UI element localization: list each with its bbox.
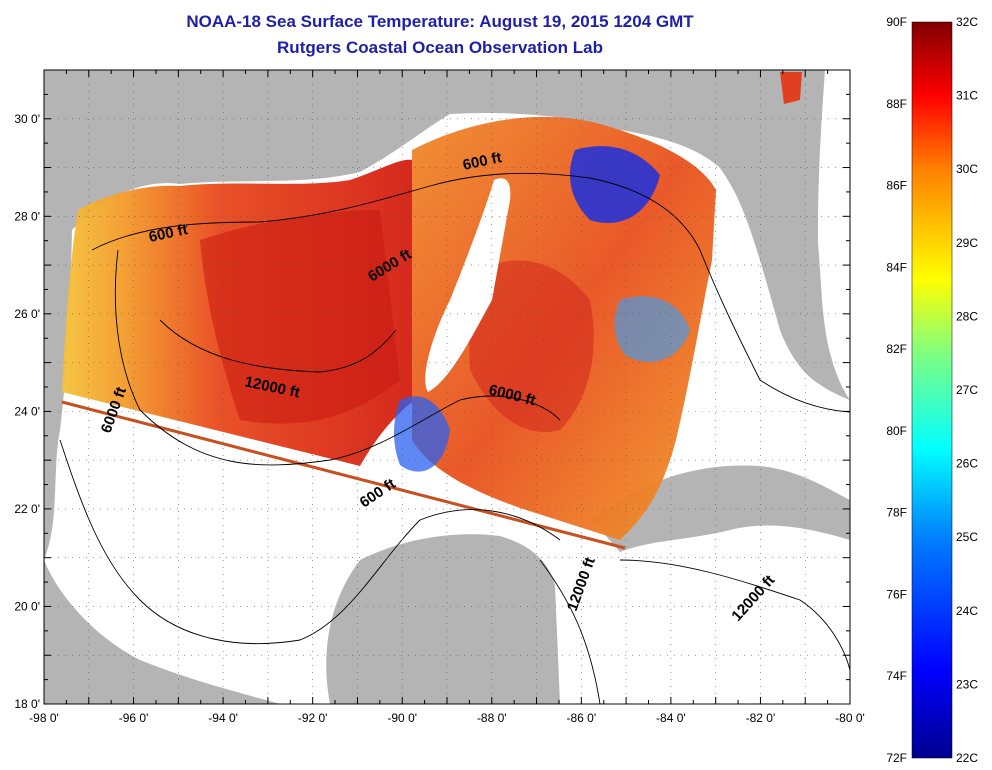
bathymetry-contours bbox=[59, 172, 850, 704]
atlantic-water bbox=[817, 70, 850, 400]
lat-tick-label: 28 0' bbox=[14, 209, 40, 223]
lat-tick-label: 18 0' bbox=[14, 697, 40, 711]
lon-tick-label: -92 0' bbox=[298, 711, 328, 725]
swath-edge-stripe bbox=[61, 400, 626, 550]
colorbar-fahrenheit-label: 88F bbox=[886, 97, 907, 111]
contour-yucatan-shelf bbox=[539, 559, 601, 704]
colorbar-fahrenheit-label: 78F bbox=[886, 506, 907, 520]
map-plot-area: 600 ft 600 ft 6000 ft 12000 ft 6000 ft 6… bbox=[44, 70, 850, 704]
colorbar-fahrenheit-label: 80F bbox=[886, 424, 907, 438]
colorbar-celsius-label: 25C bbox=[956, 530, 978, 544]
colorbar-fahrenheit-label: 82F bbox=[886, 342, 907, 356]
colorbar bbox=[911, 21, 953, 759]
sst-cool-patch-coast bbox=[614, 296, 690, 362]
sst-warm-core bbox=[200, 210, 400, 424]
colorbar-fahrenheit-label: 72F bbox=[886, 751, 907, 765]
sst-warm-core-east bbox=[469, 260, 594, 432]
colorbar-fahrenheit-label: 76F bbox=[886, 587, 907, 601]
colorbar-celsius-label: 31C bbox=[956, 89, 978, 103]
lon-tick-label: -88 0' bbox=[477, 711, 507, 725]
lon-tick-label: -94 0' bbox=[208, 711, 238, 725]
colorbar-celsius-label: 24C bbox=[956, 604, 978, 618]
colorbar-celsius-label: 26C bbox=[956, 457, 978, 471]
contour-12000ft bbox=[159, 319, 397, 373]
contour-600ft bbox=[91, 172, 701, 251]
lat-tick-label: 30 0' bbox=[14, 112, 40, 126]
lon-tick-label: -84 0' bbox=[656, 711, 686, 725]
lon-tick-label: -86 0' bbox=[567, 711, 597, 725]
lon-tick-label: -96 0' bbox=[119, 711, 149, 725]
cloud-gap bbox=[425, 178, 511, 392]
contour-cuba-shelf bbox=[619, 559, 850, 671]
map-title: NOAA-18 Sea Surface Temperature: August … bbox=[186, 12, 694, 31]
yucatan-land bbox=[326, 534, 560, 704]
map-axes: -98 0' -96 0' -94 0' -92 0' -90 0' -88 0' -86 … bbox=[14, 69, 865, 725]
lat-tick-label: 22 0' bbox=[14, 502, 40, 516]
lon-tick-label: -82 0' bbox=[746, 711, 776, 725]
colorbar-celsius-label: 28C bbox=[956, 309, 978, 323]
colorbar-celsius-label: 23C bbox=[956, 677, 978, 691]
colorbar-fahrenheit-label: 84F bbox=[886, 260, 907, 274]
colorbar-celsius-label: 27C bbox=[956, 383, 978, 397]
map-grid bbox=[44, 70, 850, 704]
mexico-land bbox=[44, 560, 280, 704]
contour-6000ft bbox=[114, 249, 561, 466]
colorbar-fahrenheit-label: 90F bbox=[886, 15, 907, 29]
colorbar-fahrenheit-label: 86F bbox=[886, 179, 907, 193]
colorbar-celsius-label: 29C bbox=[956, 236, 978, 250]
sst-cool-patch-center bbox=[394, 396, 450, 472]
lat-tick-label: 26 0' bbox=[14, 307, 40, 321]
colorbar-labels: 90F 88F 86F 84F 82F 80F 78F 76F 74F 72F 32C 31C 30C 2… bbox=[886, 15, 978, 765]
lat-tick-label: 20 0' bbox=[14, 599, 40, 613]
florida-keys-swath bbox=[780, 72, 802, 104]
lon-tick-label: -98 0' bbox=[29, 711, 59, 725]
florida-land bbox=[720, 130, 845, 392]
lat-tick-label: 24 0' bbox=[14, 404, 40, 418]
colorbar-celsius-label: 32C bbox=[956, 15, 978, 29]
lon-tick-label: -80 0' bbox=[835, 711, 865, 725]
map-subtitle: Rutgers Coastal Ocean Observation Lab bbox=[277, 38, 603, 57]
lon-tick-label: -90 0' bbox=[387, 711, 417, 725]
contour-florida-shelf bbox=[699, 249, 850, 413]
colorbar-celsius-label: 22C bbox=[956, 751, 978, 765]
colorbar-fahrenheit-label: 74F bbox=[886, 669, 907, 683]
colorbar-celsius-label: 30C bbox=[956, 162, 978, 176]
contour-shelf-south bbox=[59, 439, 561, 645]
